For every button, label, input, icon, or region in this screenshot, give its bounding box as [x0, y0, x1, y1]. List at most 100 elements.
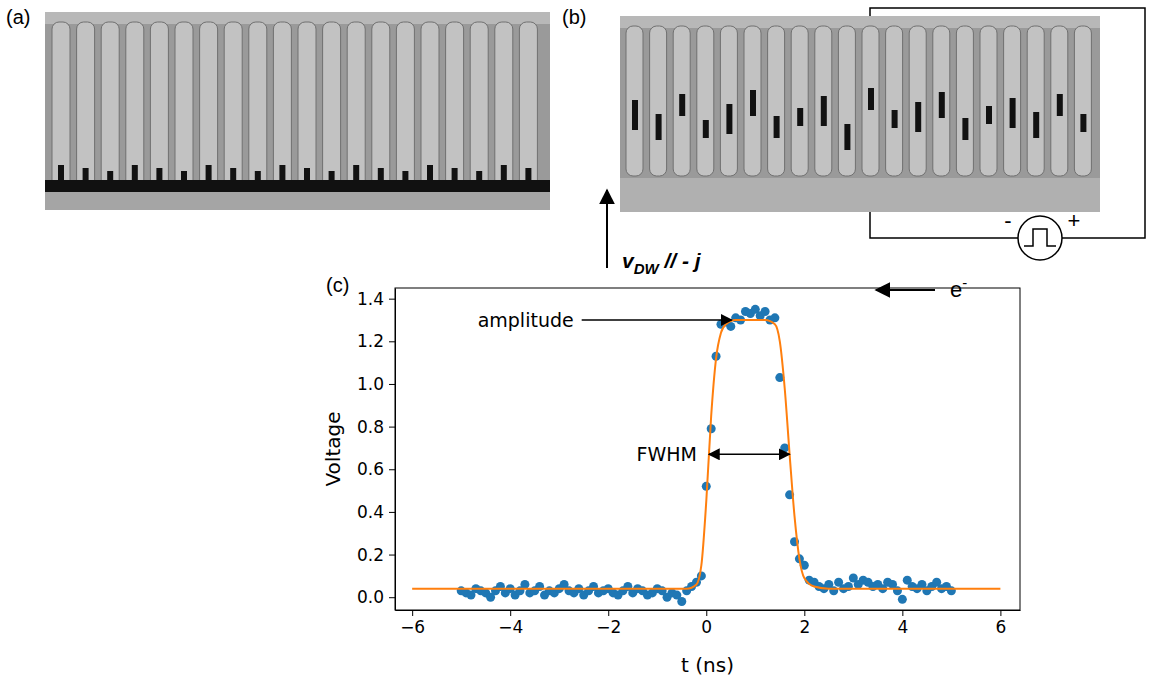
fwhm-label: FWHM [637, 443, 697, 465]
x-tick-label: 0 [701, 617, 712, 637]
y-tick: 1.4 [357, 289, 395, 309]
image-domain [1010, 98, 1016, 128]
image-background [620, 16, 1100, 212]
image-domain [821, 96, 827, 126]
image-domain [962, 118, 968, 140]
source-minus: - [1004, 208, 1011, 233]
y-tick-label: 0.6 [357, 459, 384, 479]
image-domain [774, 116, 780, 138]
image-finger [791, 26, 808, 176]
image-finger [720, 26, 737, 176]
y-tick-mark [389, 555, 395, 556]
x-tick-label: 6 [995, 617, 1006, 637]
velocity-subscript: DW [634, 260, 661, 277]
y-tick-label: 1.2 [357, 331, 384, 351]
image-finger [446, 22, 464, 187]
y-tick-mark [389, 299, 395, 300]
image-domain [868, 88, 874, 110]
x-tick-mark [804, 610, 805, 616]
image-domain [986, 106, 992, 124]
image-finger [470, 22, 488, 187]
image-finger [956, 26, 973, 176]
y-tick-label: 0.8 [357, 417, 384, 437]
image-background [45, 12, 550, 210]
y-tick: 1.2 [357, 331, 395, 351]
y-axis-title: Voltage [321, 411, 345, 486]
image-finger [347, 22, 365, 187]
x-tick-label: −2 [596, 617, 621, 637]
x-tick-mark [1000, 610, 1001, 616]
image-domain [892, 110, 898, 128]
image-finger [744, 26, 761, 176]
image-rail [620, 178, 1100, 212]
x-tick: 6 [995, 610, 1006, 637]
image-finger [909, 26, 926, 176]
image-finger [224, 22, 242, 187]
plot-marks [412, 305, 1000, 606]
data-point [780, 443, 789, 452]
image-domain [1033, 112, 1039, 138]
image-finger [626, 26, 643, 176]
panel-label: (b) [562, 6, 586, 28]
image-finger [421, 22, 439, 187]
y-tick: 0.6 [357, 459, 395, 479]
plot-frame [395, 288, 1020, 610]
y-tick-mark [389, 427, 395, 428]
image-domain [844, 124, 850, 150]
x-tick: 4 [897, 610, 908, 637]
velocity-label: vDW // - j [622, 249, 702, 277]
image-finger [273, 22, 291, 187]
fwhm-arrow [709, 454, 790, 456]
source-plus: + [1068, 208, 1081, 233]
x-tick-label: −6 [400, 617, 425, 637]
y-tick-label: 1.4 [357, 289, 384, 309]
panel-label: (c) [326, 274, 349, 296]
image-finger [519, 22, 537, 187]
x-axis-title: t (ns) [681, 653, 734, 677]
pulse-symbol [1024, 229, 1056, 246]
data-point [893, 586, 902, 595]
y-tick: 0.8 [357, 417, 395, 437]
image-finger [862, 26, 879, 176]
image-finger [101, 22, 119, 187]
image-finger [150, 22, 168, 187]
data-point [761, 307, 770, 316]
image-finger [77, 22, 95, 187]
x-tick-mark [706, 610, 707, 616]
image-dark-band [45, 180, 550, 192]
image-finger [126, 22, 144, 187]
image-finger [249, 22, 267, 187]
pulse-source [1018, 216, 1062, 260]
data-point [535, 582, 544, 591]
panel-a: (a) [6, 6, 550, 210]
electron-symbol: e [950, 277, 962, 302]
panel-c: (c)−6−4−202460.00.20.40.60.81.01.21.4t (… [321, 274, 1021, 677]
x-tick-mark [608, 610, 609, 616]
data-point [520, 580, 529, 589]
y-tick: 0.4 [357, 502, 395, 522]
y-tick-label: 0.0 [357, 587, 384, 607]
image-domain [915, 102, 921, 132]
image-finger [815, 26, 832, 176]
image-domain [939, 92, 945, 118]
x-tick-mark [902, 610, 903, 616]
y-tick: 0.2 [357, 544, 395, 564]
x-tick-label: 2 [799, 617, 810, 637]
data-point [677, 597, 686, 606]
x-tick: −6 [400, 610, 425, 637]
image-domain [703, 120, 709, 138]
image-finger [673, 26, 690, 176]
y-tick-mark [389, 597, 395, 598]
y-tick-mark [389, 469, 395, 470]
image-rail [620, 16, 1100, 28]
image-domain [632, 100, 638, 130]
image-finger [838, 26, 855, 176]
y-tick-label: 0.4 [357, 502, 384, 522]
image-finger [175, 22, 193, 187]
image-finger [1027, 26, 1044, 176]
y-tick-mark [389, 384, 395, 385]
image-finger [933, 26, 950, 176]
image-finger [372, 22, 390, 187]
image-finger [1074, 26, 1091, 176]
data-point [898, 595, 907, 604]
